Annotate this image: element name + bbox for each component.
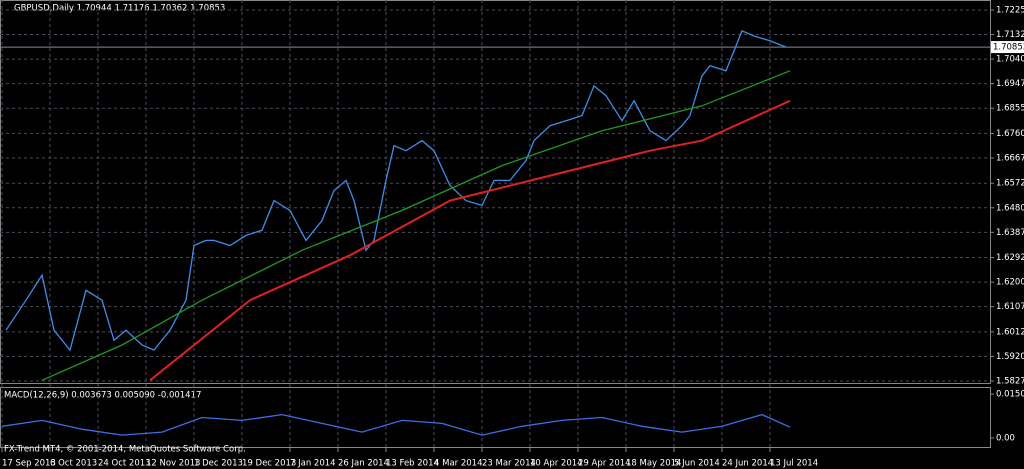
x-tick-label: 18 May 2014 bbox=[626, 459, 681, 469]
x-tick-label: 24 Oct 2013 bbox=[98, 459, 151, 469]
current-price-box bbox=[991, 41, 1024, 54]
price-line bbox=[1, 413, 791, 436]
x-tick-label: 29 Apr 2014 bbox=[578, 459, 631, 469]
x-tick-label: 26 Jan 2014 bbox=[338, 459, 389, 469]
x-tick-label: 12 Nov 2013 bbox=[146, 459, 200, 469]
price-line bbox=[149, 99, 791, 382]
x-tick-label: 23 Mar 2014 bbox=[482, 459, 536, 469]
y-tick-label: 0.00 bbox=[996, 434, 1015, 444]
y-tick-label: 1.63875 bbox=[996, 228, 1024, 238]
y-tick-label: 1.59200 bbox=[996, 352, 1024, 362]
x-tick-label: 4 Mar 2014 bbox=[434, 459, 482, 469]
y-tick-label: 1.65725 bbox=[996, 179, 1024, 189]
y-tick-label: 1.62000 bbox=[996, 278, 1024, 288]
y-tick-label: 1.64800 bbox=[996, 203, 1024, 213]
y-tick-label: 1.70400 bbox=[996, 55, 1024, 65]
y-tick-label: 0.015017 bbox=[996, 390, 1024, 400]
y-tick-label: 1.72250 bbox=[996, 5, 1024, 15]
x-tick-label: 10 Apr 2014 bbox=[530, 459, 583, 469]
current-price-label: 1.70853 bbox=[993, 43, 1024, 53]
x-tick-label: 19 Dec 2013 bbox=[242, 459, 296, 469]
y-tick-label: 1.71325 bbox=[996, 30, 1024, 40]
macd-frame bbox=[0, 387, 991, 448]
y-tick-label: 1.60125 bbox=[996, 327, 1024, 337]
copyright: FX-Trend MT4, © 2001-2014, MetaQuotes So… bbox=[4, 445, 246, 455]
x-tick-label: 13 Jul 2014 bbox=[770, 459, 818, 469]
main-frame bbox=[0, 0, 991, 384]
y-tick-label: 1.66675 bbox=[996, 153, 1024, 163]
y-tick-label: 1.69475 bbox=[996, 79, 1024, 89]
x-tick-label: 17 Sep 2013 bbox=[2, 459, 56, 469]
y-tick-label: 1.58275 bbox=[996, 377, 1024, 387]
y-tick-label: 1.68550 bbox=[996, 104, 1024, 114]
x-tick-label: 13 Feb 2014 bbox=[386, 459, 439, 469]
y-tick-label: 1.61075 bbox=[996, 302, 1024, 312]
x-tick-label: 6 Oct 2013 bbox=[50, 459, 97, 469]
x-tick-label: 5 Jun 2014 bbox=[674, 459, 720, 469]
chart-header: GBPUSD,Daily 1.70944 1.71176 1.70362 1.7… bbox=[14, 4, 225, 14]
price-line bbox=[5, 30, 787, 352]
macd-title: MACD(12,26,9) 0.003673 0.005090 -0.00141… bbox=[4, 391, 201, 401]
x-tick-label: 24 Jun 2014 bbox=[722, 459, 773, 469]
x-tick-label: 7 Jan 2014 bbox=[290, 459, 336, 469]
y-tick-label: 1.62925 bbox=[996, 253, 1024, 263]
y-tick-label: 1.67600 bbox=[996, 129, 1024, 139]
price-line bbox=[41, 70, 791, 381]
x-tick-label: 1 Dec 2013 bbox=[194, 459, 243, 469]
